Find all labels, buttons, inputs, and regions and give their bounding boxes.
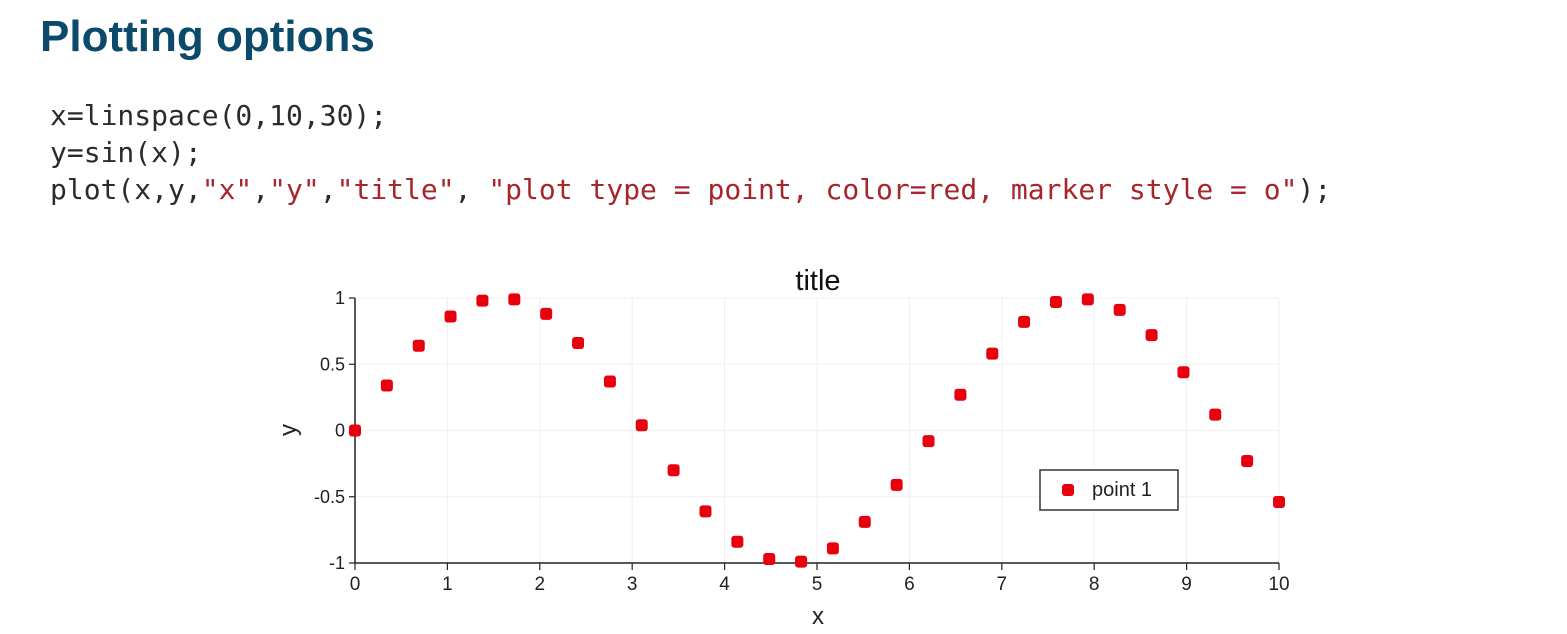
- data-point: [349, 424, 361, 437]
- code-text: plot(x,y,: [50, 173, 202, 206]
- x-tick-label: 4: [719, 574, 730, 595]
- slide-title: Plotting options: [40, 12, 375, 61]
- code-line: y=sin(x);: [50, 134, 1331, 171]
- code-string: "y": [269, 173, 320, 206]
- x-tick-label: 5: [812, 574, 823, 595]
- data-point: [444, 310, 457, 323]
- y-tick-label: 0: [335, 421, 345, 441]
- data-point: [508, 293, 521, 306]
- x-tick-label: 8: [1089, 574, 1100, 595]
- data-point: [1049, 295, 1062, 308]
- data-point: [795, 555, 808, 568]
- x-tick-label: 3: [627, 574, 638, 595]
- data-point: [858, 515, 871, 528]
- chart-title: title: [795, 265, 840, 297]
- y-tick-label: -1: [329, 553, 345, 573]
- data-point: [667, 464, 680, 477]
- x-tick-label: 0: [350, 574, 361, 595]
- data-point: [763, 553, 776, 566]
- code-text: ,: [454, 173, 489, 206]
- data-point: [635, 419, 648, 432]
- code-string: "plot type = point, color=red, marker st…: [488, 173, 1298, 206]
- legend-label: point 1: [1092, 479, 1152, 501]
- data-point: [412, 339, 425, 352]
- data-point: [540, 307, 553, 320]
- data-point: [954, 388, 967, 401]
- code-line: x=linspace(0,10,30);: [50, 97, 1331, 134]
- data-point: [380, 379, 393, 392]
- data-point: [826, 542, 839, 555]
- code-text: ,: [319, 173, 337, 206]
- code-string: "title": [336, 173, 455, 206]
- code-block: x=linspace(0,10,30); y=sin(x); plot(x,y,"x…: [50, 97, 1331, 208]
- x-tick-label: 10: [1268, 574, 1289, 595]
- data-point: [1018, 315, 1031, 328]
- x-tick-label: 9: [1181, 574, 1192, 595]
- x-tick-label: 6: [904, 574, 915, 595]
- data-point: [986, 347, 999, 360]
- y-axis-label: y: [275, 424, 302, 436]
- data-point: [476, 294, 489, 307]
- y-tick-label: 0.5: [320, 354, 345, 374]
- y-tick-label: -0.5: [314, 487, 345, 507]
- data-point: [1113, 303, 1126, 316]
- data-point: [1241, 454, 1254, 467]
- x-tick-label: 1: [442, 574, 453, 595]
- data-point: [731, 535, 744, 548]
- data-point: [890, 478, 903, 491]
- data-point: [1273, 496, 1285, 509]
- legend-marker: [1062, 484, 1074, 496]
- code-text: ,: [252, 173, 270, 206]
- data-point: [1209, 408, 1222, 421]
- code-string: "x": [201, 173, 253, 206]
- data-point: [1081, 293, 1094, 306]
- code-text: y=sin(x);: [50, 136, 202, 169]
- x-axis-label: x: [812, 603, 824, 630]
- data-point: [603, 375, 616, 388]
- code-text: );: [1297, 173, 1332, 206]
- y-tick-label: 1: [335, 288, 345, 308]
- code-line: plot(x,y,"x","y","title", "plot type = p…: [50, 171, 1331, 208]
- x-tick-label: 7: [997, 574, 1008, 595]
- x-tick-label: 2: [535, 574, 546, 595]
- data-point: [1145, 329, 1158, 342]
- code-text: x=linspace(0,10,30);: [50, 99, 388, 132]
- data-point: [572, 337, 585, 350]
- data-point: [922, 435, 935, 448]
- data-point: [1177, 366, 1190, 379]
- data-point: [699, 505, 712, 518]
